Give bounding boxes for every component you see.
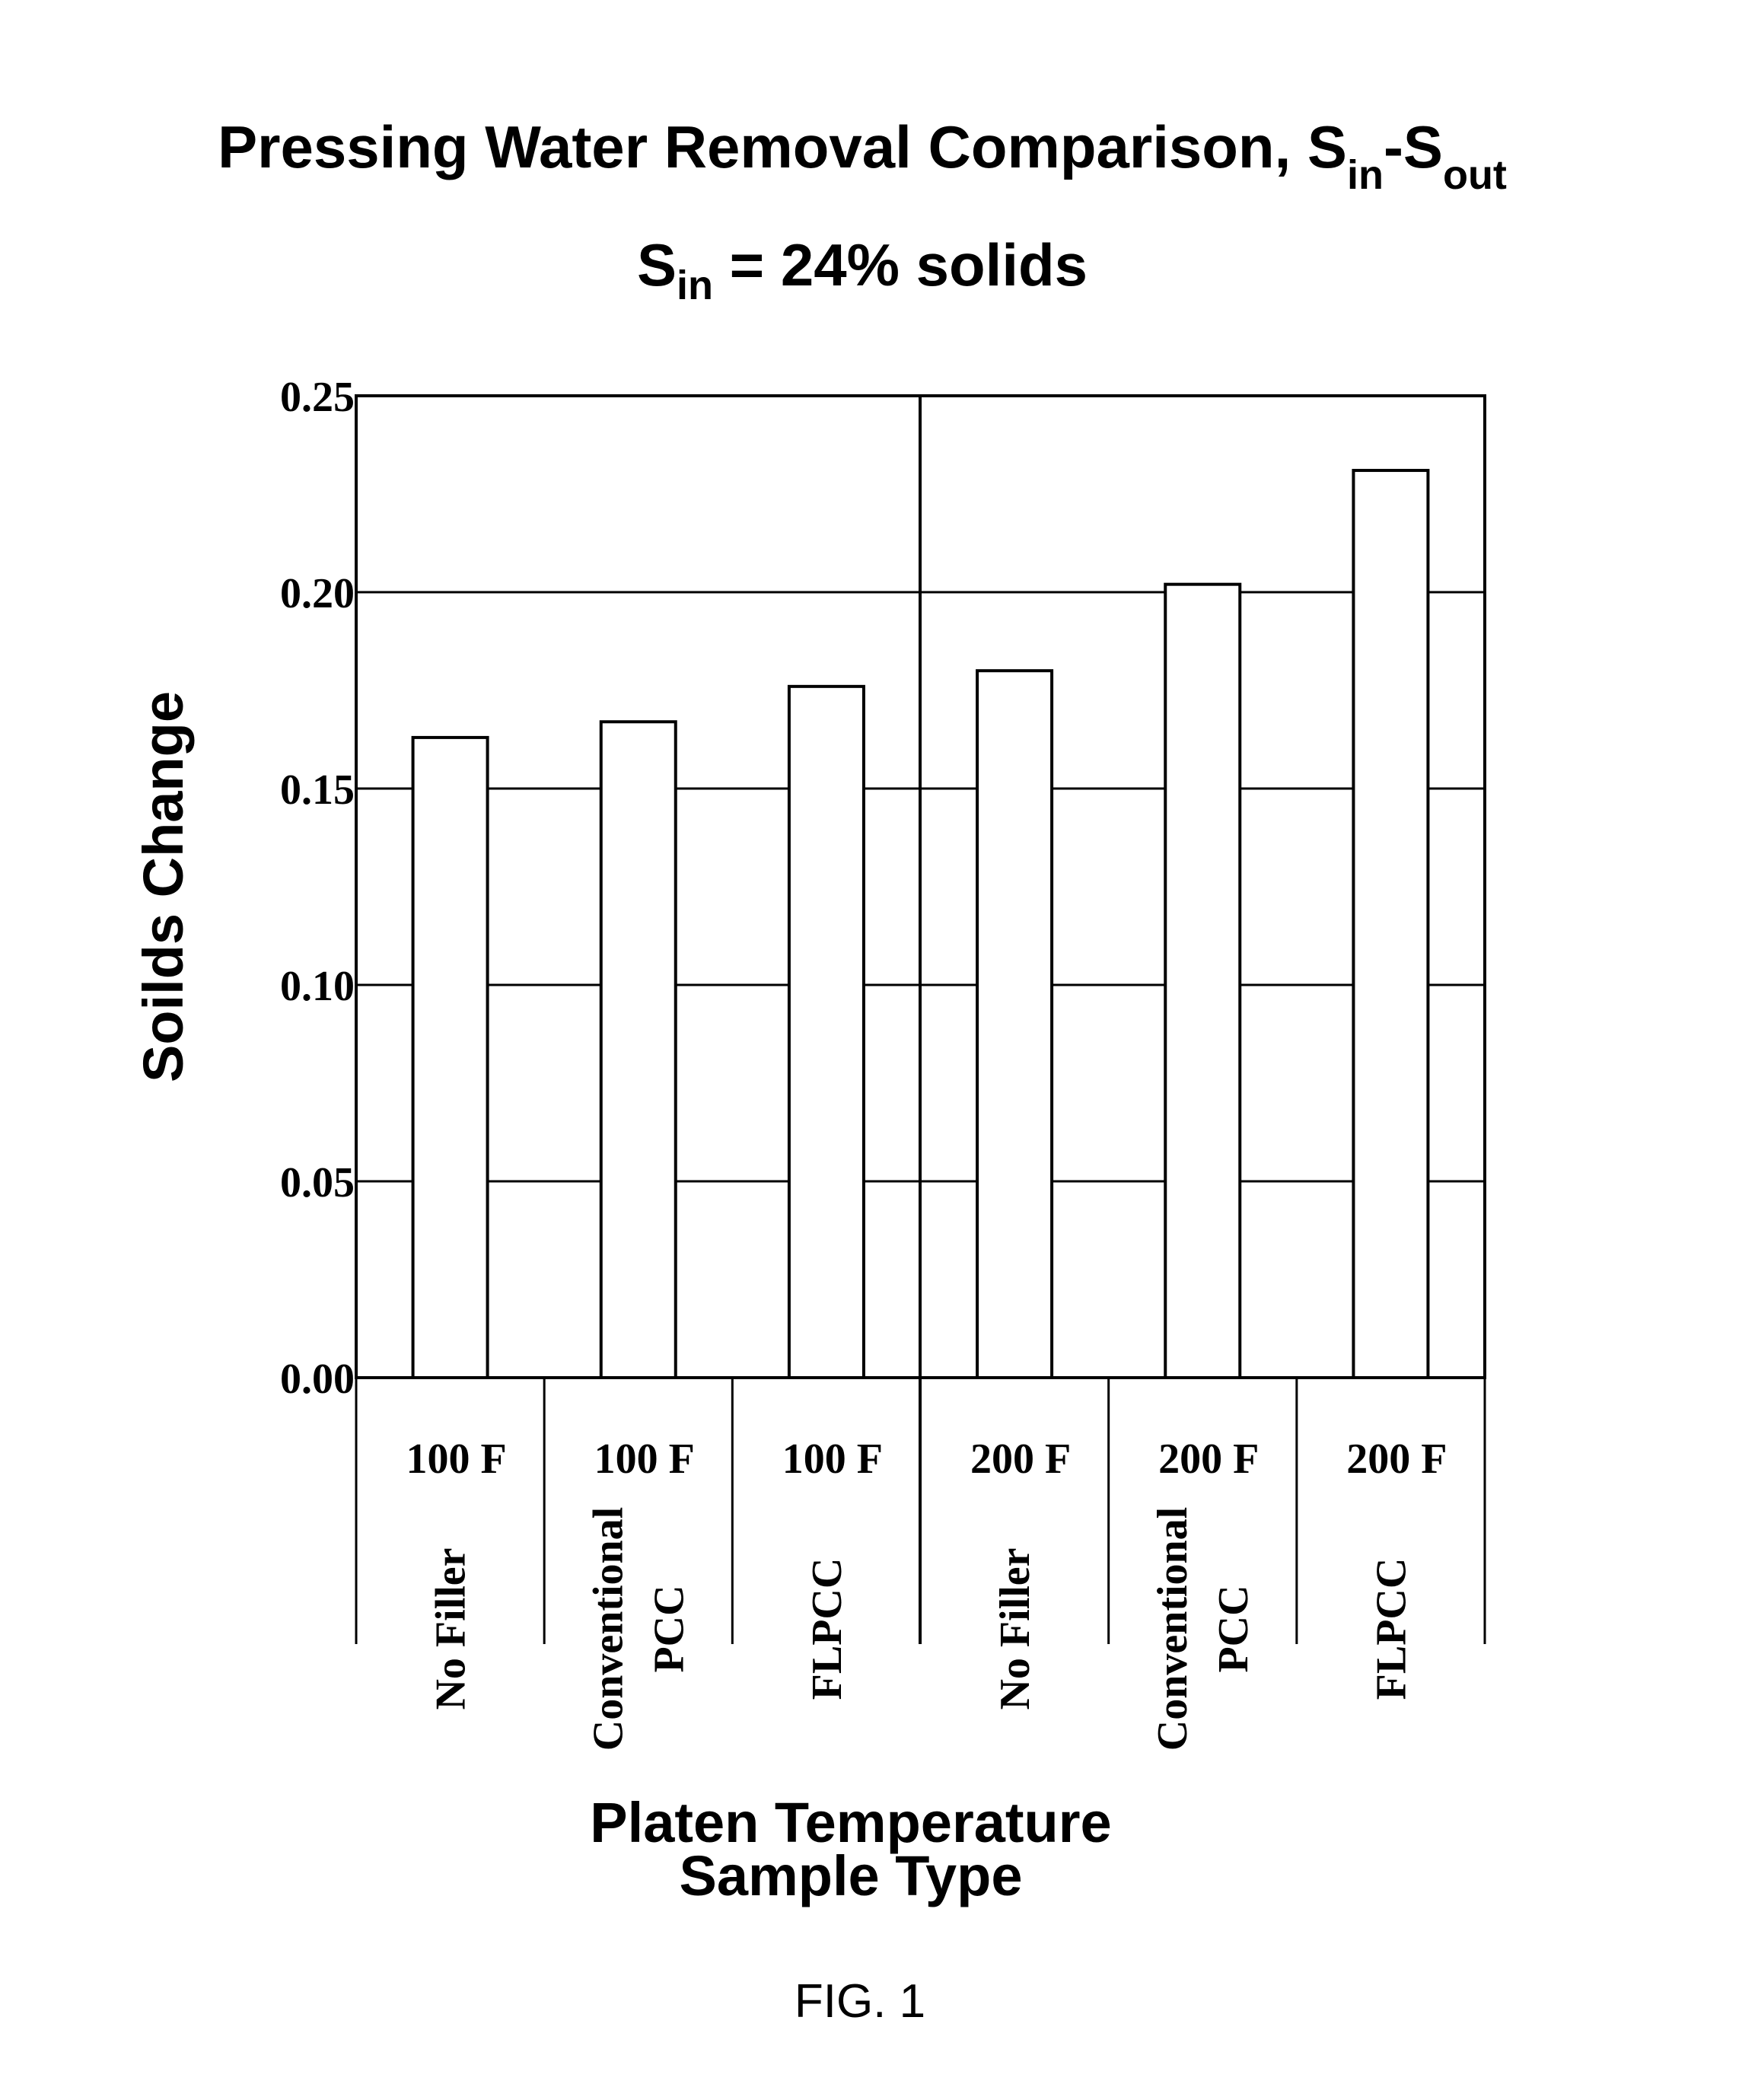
category-sample-type: FLPCC — [1368, 1558, 1415, 1700]
category-sample-type: PCC — [1210, 1585, 1257, 1672]
category-sample-type: Conventional — [1149, 1507, 1196, 1751]
chart-subtitle: Sin = 24% solids — [637, 231, 1088, 308]
category-sample-type: Conventional — [585, 1507, 632, 1751]
category-sample-type: PCC — [646, 1585, 693, 1672]
y-tick-label: 0.20 — [280, 570, 355, 617]
category-temperature: 200 F — [970, 1436, 1071, 1483]
chart-title: Pressing Water Removal Comparison, Sin-S… — [218, 113, 1507, 198]
category-temperature: 200 F — [1158, 1436, 1259, 1483]
category-temperature: 100 F — [406, 1436, 506, 1483]
bar — [977, 671, 1052, 1378]
figure-label: FIG. 1 — [795, 1975, 925, 2028]
category-sample-type: FLPCC — [804, 1558, 851, 1700]
bar — [789, 687, 864, 1378]
y-axis-label: Soilds Change — [132, 691, 195, 1082]
y-tick-label: 0.05 — [280, 1159, 355, 1206]
bar — [601, 722, 676, 1378]
bar — [1353, 470, 1428, 1378]
category-temperature: 100 F — [594, 1436, 695, 1483]
category-temperature: 100 F — [782, 1436, 883, 1483]
y-tick-label: 0.25 — [280, 374, 355, 421]
bar — [1165, 585, 1240, 1378]
y-tick-label: 0.15 — [280, 766, 355, 814]
category-temperature: 200 F — [1346, 1436, 1447, 1483]
y-tick-label: 0.10 — [280, 963, 355, 1010]
y-tick-labels: 0.00 0.05 0.10 0.15 0.20 0.25 — [280, 374, 355, 1403]
bar — [413, 738, 488, 1378]
y-tick-label: 0.00 — [280, 1356, 355, 1403]
category-sample-type: No Filler — [427, 1547, 474, 1710]
category-sample-type: No Filler — [992, 1547, 1039, 1710]
x-axis-label-line2: Sample Type — [679, 1844, 1022, 1907]
